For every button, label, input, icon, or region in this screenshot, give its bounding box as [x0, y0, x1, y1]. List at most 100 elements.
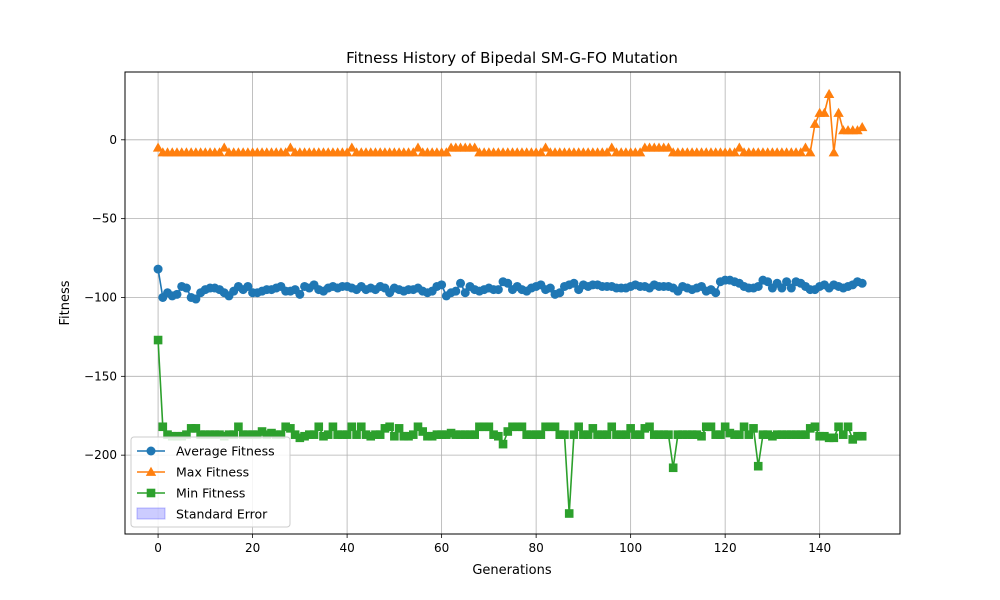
data-point [763, 430, 772, 439]
data-point [546, 422, 555, 432]
data-point [593, 430, 602, 439]
data-point [597, 430, 607, 439]
legend-label: Min Fitness [176, 486, 245, 501]
data-point [262, 430, 272, 439]
data-point [810, 422, 820, 432]
data-point [508, 422, 517, 432]
data-point [517, 422, 527, 432]
data-point [408, 430, 418, 439]
data-point [730, 430, 739, 439]
x-tick-label: 80 [528, 541, 543, 555]
data-point [375, 430, 385, 439]
data-point [437, 430, 446, 439]
data-point [243, 430, 253, 439]
data-point [153, 335, 163, 345]
data-point [356, 422, 366, 432]
data-point [257, 427, 267, 436]
data-point [848, 435, 858, 444]
data-point [352, 430, 361, 439]
data-point [729, 147, 740, 157]
data-point [167, 431, 177, 441]
data-point [758, 430, 768, 439]
data-point [196, 430, 205, 439]
data-point [796, 430, 806, 439]
data-point [753, 461, 763, 471]
data-point [540, 142, 551, 152]
data-point [219, 142, 230, 152]
x-tick-label: 120 [714, 541, 737, 555]
x-tick-label: 100 [619, 541, 642, 555]
data-point [451, 286, 461, 296]
data-point [856, 121, 868, 132]
data-point [163, 430, 172, 439]
data-point [300, 431, 309, 441]
data-point [744, 430, 754, 439]
data-point [219, 431, 229, 441]
data-point [494, 431, 503, 441]
data-point [734, 142, 745, 152]
legend-marker [146, 446, 156, 456]
data-point [361, 430, 371, 439]
data-point [479, 422, 489, 432]
data-point [214, 147, 225, 157]
data-point [545, 283, 555, 293]
data-point [857, 278, 867, 288]
data-point [720, 422, 730, 432]
data-point [314, 422, 324, 432]
data-point [838, 430, 848, 439]
data-point [412, 142, 424, 152]
data-point [801, 430, 810, 439]
data-point [768, 431, 777, 441]
series-average-fitness [153, 264, 867, 304]
data-point [631, 430, 640, 439]
data-point [634, 147, 646, 157]
data-point [446, 428, 456, 438]
data-point [456, 278, 466, 288]
data-point [815, 431, 824, 441]
data-point [645, 422, 654, 432]
data-point [602, 430, 612, 439]
data-point [735, 430, 744, 439]
data-point [456, 430, 465, 439]
data-point [470, 430, 479, 439]
data-point [503, 427, 513, 436]
data-point [782, 430, 791, 439]
data-point [739, 422, 749, 432]
data-point [333, 430, 342, 439]
data-point [267, 428, 276, 438]
data-point [158, 422, 168, 432]
data-point [555, 430, 565, 439]
data-point [626, 424, 635, 433]
data-point [711, 288, 721, 298]
data-point [857, 431, 867, 441]
data-point [616, 430, 626, 439]
data-point [427, 431, 437, 441]
data-point [583, 430, 593, 439]
data-point [385, 422, 394, 432]
data-point [541, 422, 550, 432]
data-point [281, 422, 290, 432]
data-point [531, 430, 541, 439]
data-point [512, 422, 522, 432]
data-point [664, 430, 673, 439]
data-point [678, 430, 687, 439]
legend-label: Standard Error [176, 507, 268, 522]
data-point [469, 142, 480, 152]
data-point [371, 430, 380, 439]
data-point [290, 430, 300, 439]
data-point [276, 430, 286, 439]
data-point [304, 430, 314, 439]
series-max-fitness [152, 88, 868, 157]
data-point [663, 142, 674, 152]
data-point [493, 285, 503, 295]
data-point [280, 147, 291, 157]
data-point [607, 422, 617, 432]
data-point [522, 430, 531, 439]
data-point [853, 431, 862, 441]
data-point [550, 422, 560, 432]
data-point [601, 147, 613, 157]
legend: Average Fitness Max Fitness Min Fitness Sta… [130, 436, 291, 528]
y-tick-label: −150 [84, 369, 117, 383]
data-point [191, 294, 201, 304]
